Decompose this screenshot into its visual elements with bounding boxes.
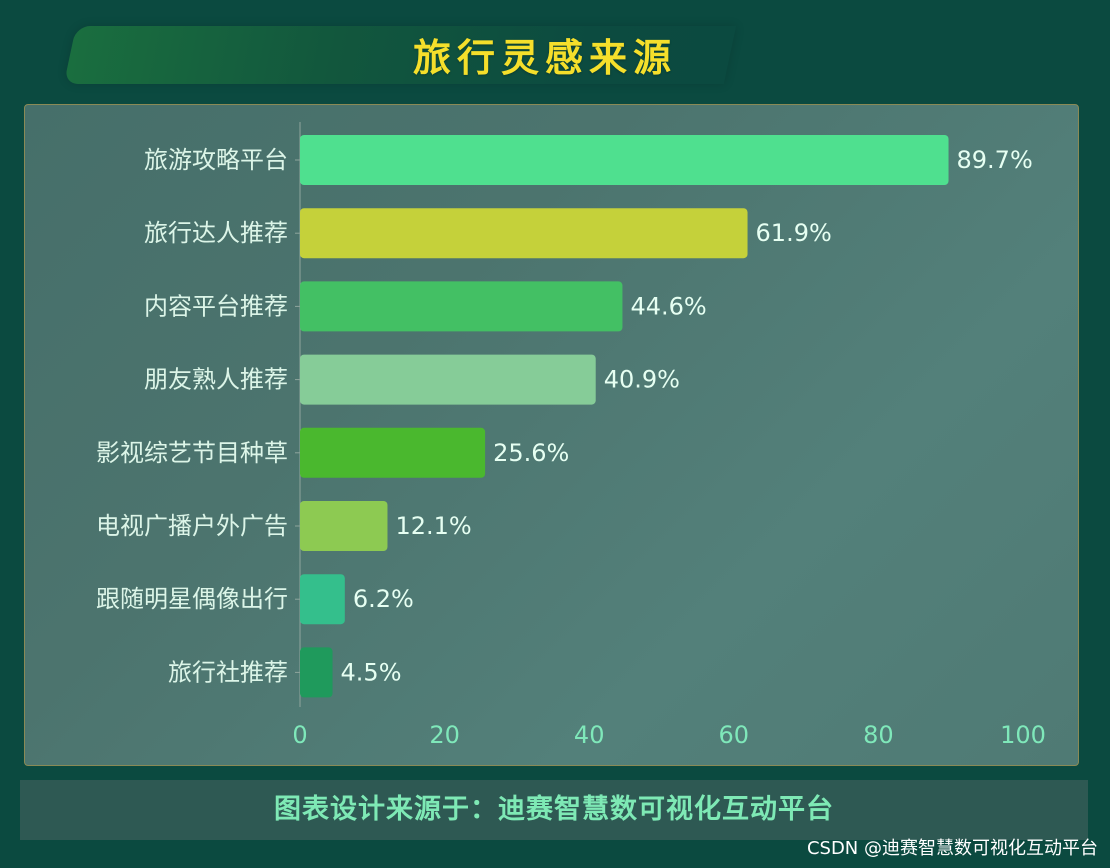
bar <box>300 574 345 625</box>
value-label: 6.2% <box>353 585 414 613</box>
x-tick-label: 60 <box>719 721 750 749</box>
chart-title: 旅行灵感来源 <box>412 36 677 80</box>
footer-credit: 图表设计来源于：迪赛智慧数可视化互动平台 <box>274 794 834 825</box>
value-label: 40.9% <box>604 366 680 394</box>
value-label: 44.6% <box>630 292 706 320</box>
category-label: 影视综艺节目种草 <box>96 439 288 467</box>
bar <box>300 135 949 185</box>
value-label: 89.7% <box>957 146 1033 174</box>
category-label: 旅行达人推荐 <box>144 219 288 247</box>
value-label: 4.5% <box>341 658 402 686</box>
category-label: 内容平台推荐 <box>144 292 288 320</box>
x-tick-label: 100 <box>1000 721 1046 749</box>
category-label: 旅游攻略平台 <box>144 146 288 174</box>
category-label: 朋友熟人推荐 <box>144 366 288 394</box>
x-tick-label: 40 <box>574 721 605 749</box>
x-tick-label: 20 <box>429 721 460 749</box>
footer-bar: 图表设计来源于：迪赛智慧数可视化互动平台 <box>20 780 1088 840</box>
chart-panel: 旅游攻略平台 89.7% 旅行达人推荐 61.9% 内容平台推荐 44.6% 朋友熟人推荐 4… <box>24 104 1079 766</box>
value-label: 12.1% <box>395 512 471 540</box>
watermark: CSDN @迪赛智慧数可视化互动平台 <box>806 838 1098 859</box>
value-label: 25.6% <box>493 439 569 467</box>
category-label: 旅行社推荐 <box>168 658 288 686</box>
value-label: 61.9% <box>756 219 832 247</box>
category-label: 跟随明星偶像出行 <box>96 585 288 613</box>
bar <box>300 281 623 332</box>
x-tick-label: 80 <box>863 721 894 749</box>
bar <box>300 501 388 551</box>
category-label: 电视广播户外广告 <box>96 512 288 540</box>
bar <box>300 354 596 405</box>
bar <box>300 427 486 478</box>
bar <box>300 208 748 259</box>
bar-chart: 旅游攻略平台 89.7% 旅行达人推荐 61.9% 内容平台推荐 44.6% 朋友熟人推荐 4… <box>96 122 1046 749</box>
bar <box>300 647 333 698</box>
x-tick-label: 0 <box>292 721 307 749</box>
